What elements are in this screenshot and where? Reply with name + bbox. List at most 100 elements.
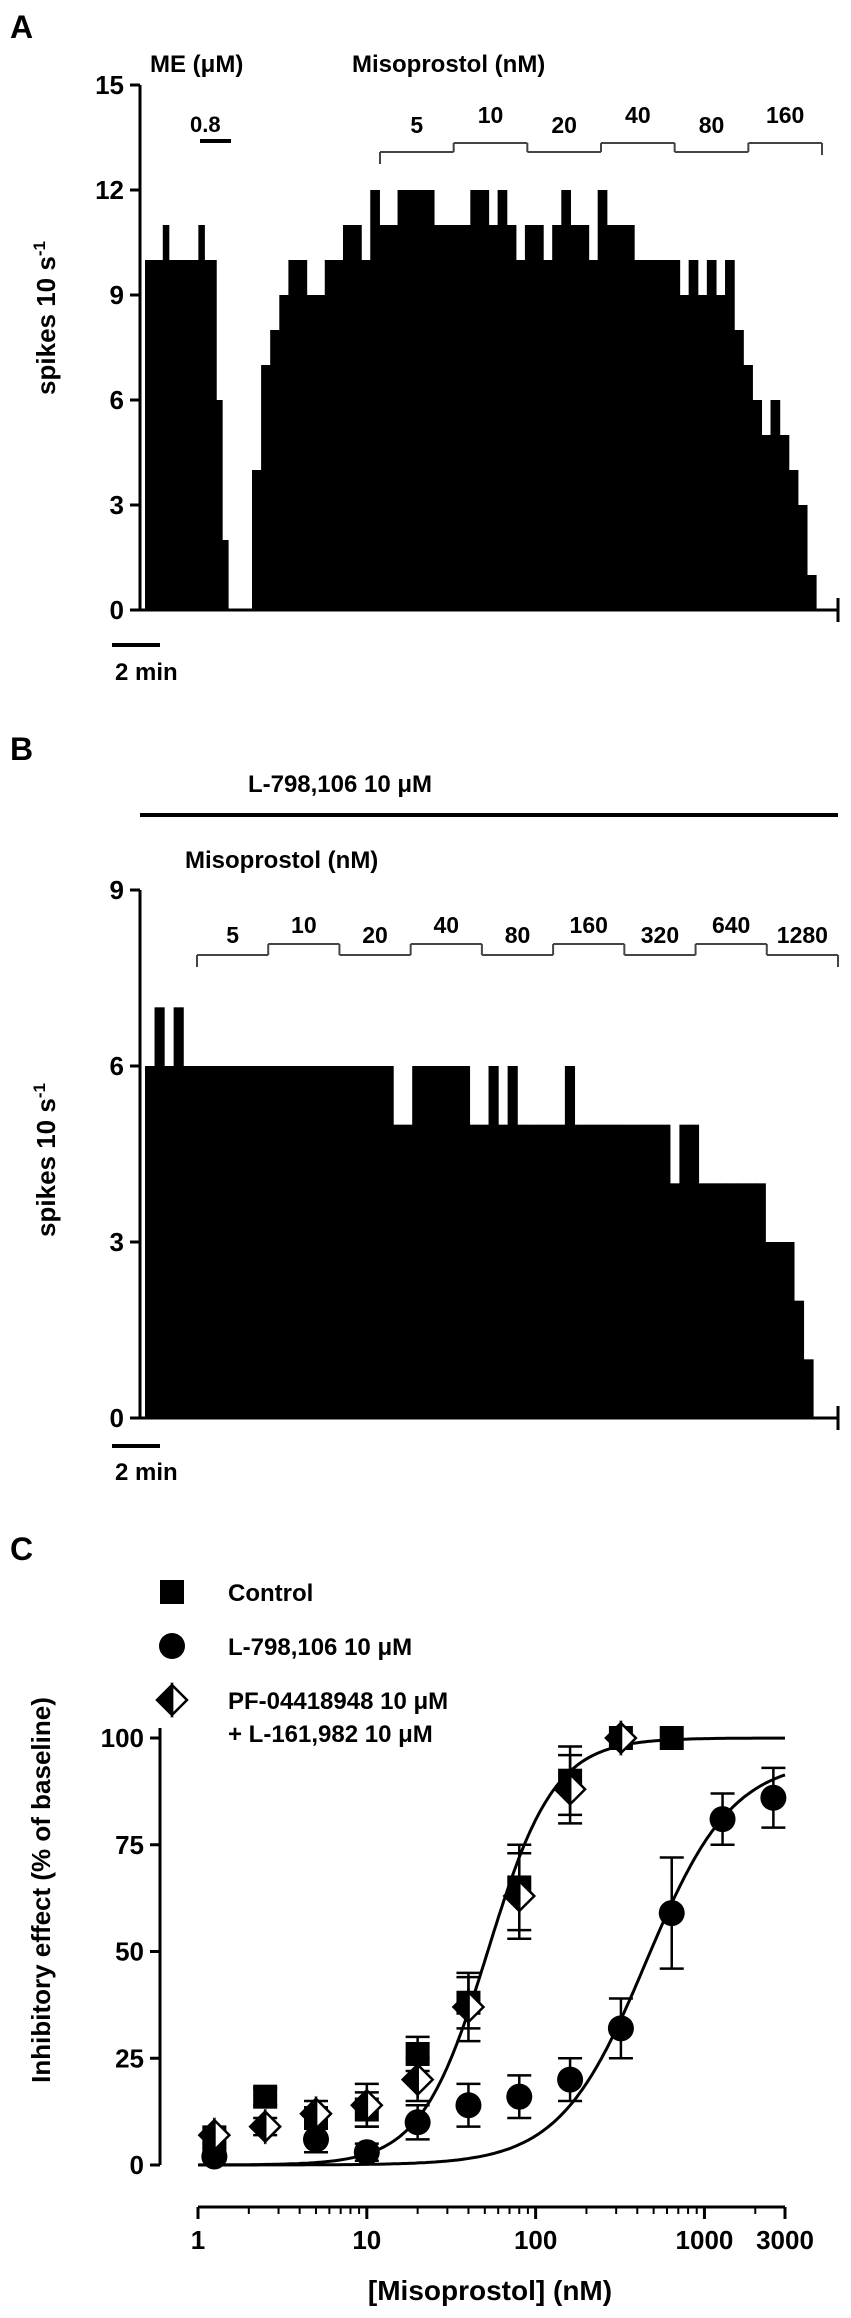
b-bar	[774, 1242, 785, 1418]
a-bar	[252, 470, 262, 610]
point-circle	[760, 1784, 787, 1811]
b-bar	[202, 1066, 213, 1418]
panel-b-ylabel: spikes 10 s-1	[30, 1083, 61, 1237]
a-pre-bar	[192, 260, 199, 610]
a-y-tick-label: 12	[95, 175, 124, 205]
a-dose-label: 5	[410, 112, 423, 138]
a-bar	[715, 295, 726, 610]
a-bar	[515, 260, 526, 610]
a-bar	[725, 260, 735, 610]
a-bar	[470, 190, 481, 610]
b-bar	[154, 1007, 165, 1418]
b-bar	[555, 1124, 566, 1418]
b-y-tick-label: 3	[110, 1227, 124, 1257]
axes-c: 0 25 50 75 100 1 10 100 1000 3000	[101, 1723, 814, 2255]
panel-b-label: B	[10, 731, 33, 767]
b-bar	[173, 1007, 184, 1418]
a-bar	[415, 190, 426, 610]
b-bar	[278, 1066, 289, 1418]
b-bar	[488, 1066, 499, 1418]
a-bar	[324, 260, 335, 610]
b-dose-label: 1280	[777, 922, 828, 948]
point-halfdiamond-filled-half	[299, 2095, 318, 2132]
a-bar	[779, 435, 790, 610]
point-halfdiamond	[553, 1771, 587, 1808]
b-bar	[708, 1183, 719, 1418]
point-circle	[506, 2083, 533, 2110]
a-bar	[488, 225, 499, 610]
legend-label: L-798,106 10 μM	[228, 1634, 412, 1661]
fit-curves	[198, 1736, 786, 2167]
b-bar	[612, 1124, 623, 1418]
b-bar	[183, 1066, 194, 1418]
legend-marker-halfdiamond	[155, 1681, 189, 1719]
a-pre-bar	[162, 225, 170, 610]
b-bar	[622, 1124, 633, 1418]
a-y-tick-label: 0	[110, 595, 124, 625]
panel-a-label: A	[10, 9, 33, 45]
a-pre-bar	[186, 260, 194, 610]
a-bar	[752, 400, 763, 610]
a-bar	[506, 225, 517, 610]
a-bar	[534, 225, 544, 610]
b-bar	[393, 1124, 404, 1418]
a-pre-bar	[222, 540, 229, 610]
point-halfdiamond	[299, 2095, 333, 2132]
b-bar	[688, 1124, 700, 1418]
a-pre-bar	[145, 260, 152, 610]
c-y-tick-label: 0	[130, 2150, 144, 2180]
me-dose-label: 0.8	[190, 112, 221, 137]
b-bar	[364, 1066, 375, 1418]
a-bar	[424, 190, 435, 610]
a-bar	[261, 365, 271, 610]
a-bar	[697, 295, 708, 610]
point-circle	[302, 2126, 329, 2153]
c-y-tick-label: 50	[115, 1937, 144, 1967]
a-bar	[379, 225, 390, 610]
point-circle	[404, 2109, 431, 2136]
legend-label-line2: + L-161,982 10 μM	[228, 1721, 433, 1748]
a-bar	[397, 190, 408, 610]
b-bar	[793, 1300, 805, 1418]
b-bar	[564, 1066, 576, 1418]
a-bar	[761, 435, 772, 610]
c-x-tick-label: 1000	[676, 2225, 734, 2255]
a-bar	[342, 225, 353, 610]
axes-b: 0 3 6 9	[110, 875, 840, 1433]
b-bar	[583, 1124, 595, 1418]
b-dose-label: 160	[570, 912, 608, 938]
b-bar	[746, 1183, 757, 1418]
point-circle	[455, 2092, 482, 2119]
a-dose-label: 40	[625, 102, 651, 128]
a-dose-label: 20	[551, 112, 577, 138]
point-halfdiamond-filled-half	[197, 2117, 216, 2154]
a-bar	[634, 260, 644, 610]
c-y-tick-label: 75	[115, 1830, 144, 1860]
a-bar	[270, 330, 280, 610]
a-bar	[770, 400, 781, 610]
a-bar	[352, 225, 362, 610]
b-bar	[269, 1066, 280, 1418]
a-y-tick-label: 15	[95, 70, 124, 100]
antagonist-label: L-798,106 10 μM	[248, 771, 432, 798]
a-pre-bar	[210, 260, 217, 610]
point-halfdiamond-open-half	[416, 2061, 435, 2098]
panel-a-ylabel: spikes 10 s-1	[30, 241, 61, 395]
a-pre-bar	[216, 400, 223, 610]
b-y-tick-label: 6	[110, 1051, 124, 1081]
a-pre-bar	[168, 260, 176, 610]
a-bar	[606, 225, 617, 610]
legend-label: Control	[228, 1580, 313, 1607]
a-bar	[497, 190, 508, 610]
a-bar	[524, 225, 535, 610]
a-bar	[370, 190, 380, 610]
point-halfdiamond	[502, 1877, 537, 1915]
a-dose-label: 160	[766, 102, 804, 128]
b-bar	[641, 1124, 652, 1418]
a-bar	[588, 260, 599, 610]
a-bar	[388, 225, 399, 610]
c-x-tick-label: 100	[514, 2225, 557, 2255]
b-bar	[650, 1124, 661, 1418]
a-bar	[688, 260, 699, 610]
